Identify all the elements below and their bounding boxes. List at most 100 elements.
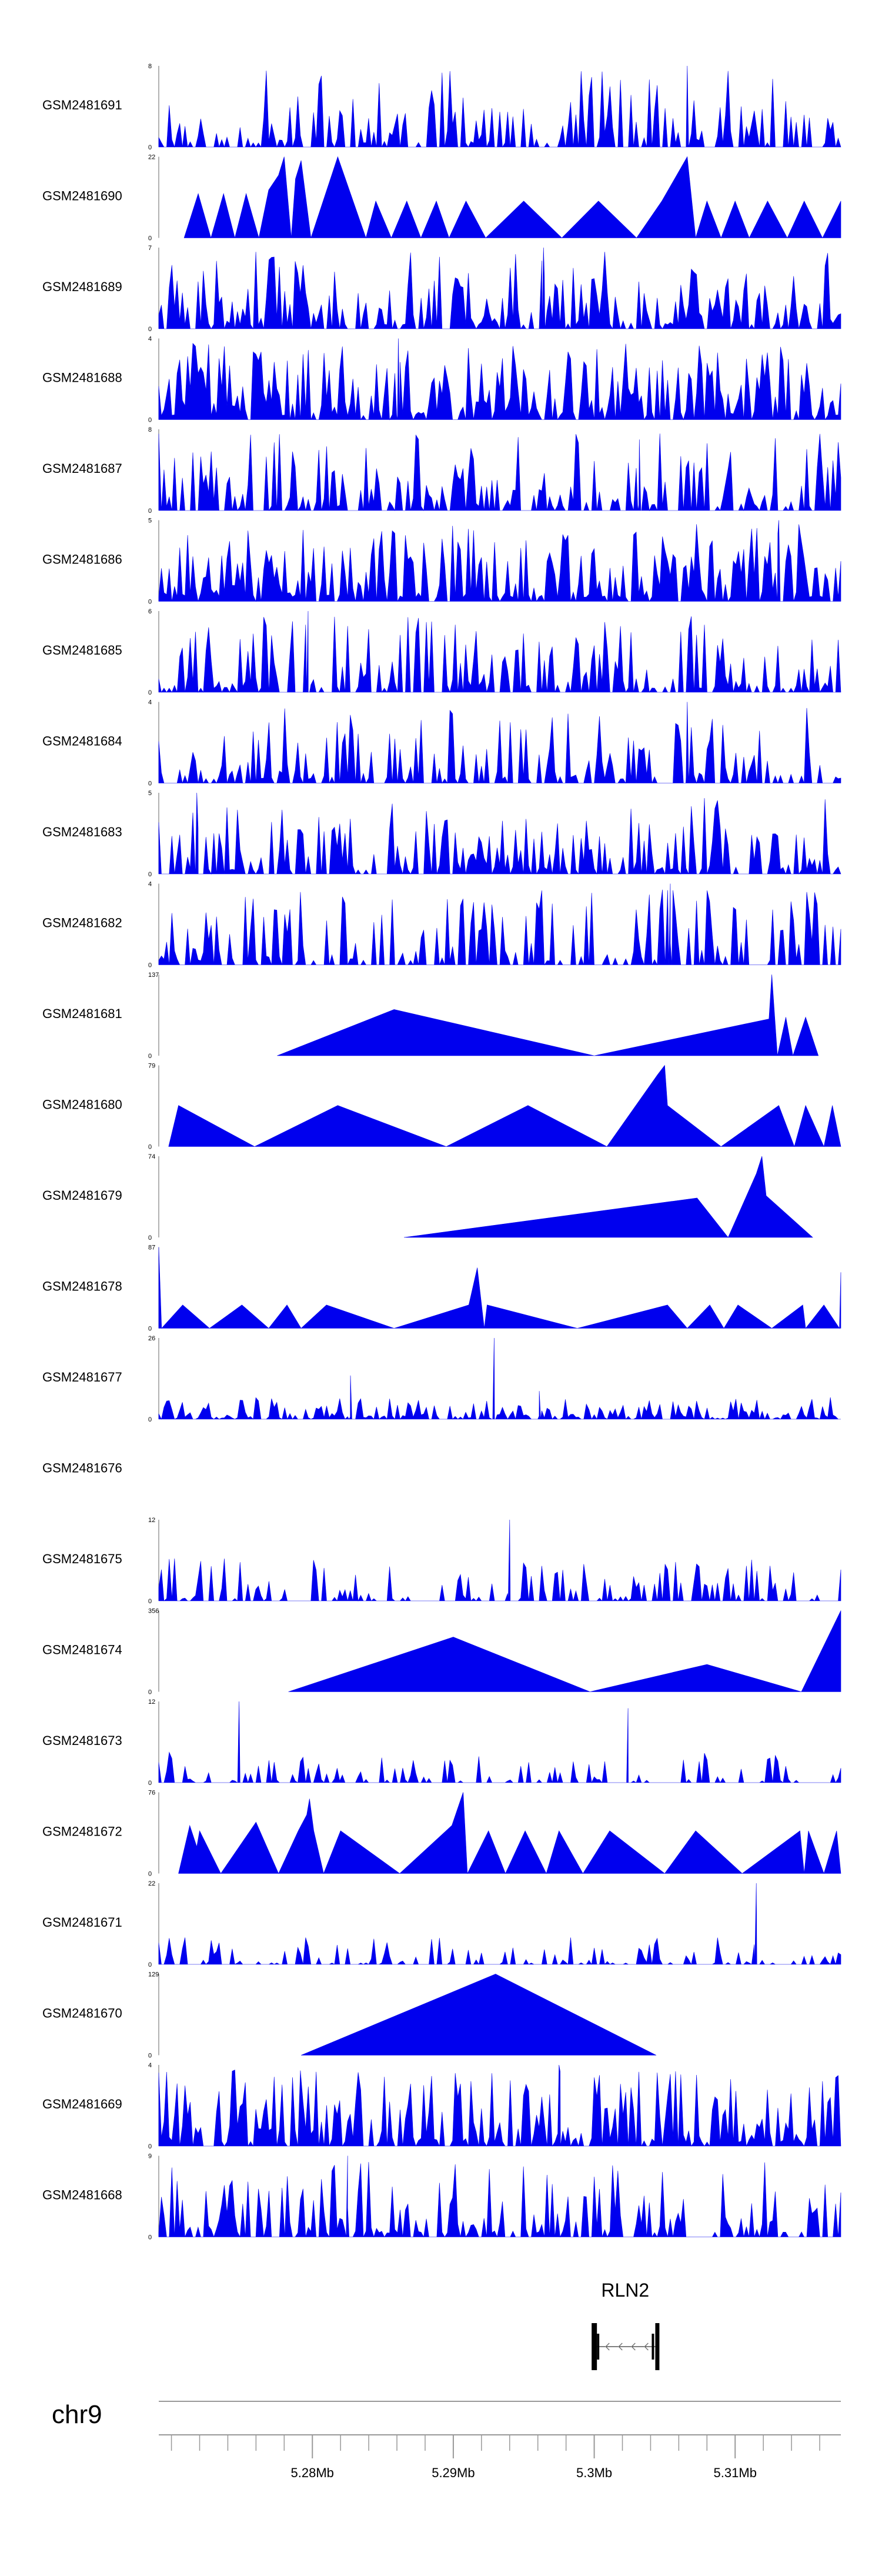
track-label: GSM2481674 [42, 1643, 122, 1657]
track-area [158, 433, 841, 512]
track-ymax-label: 26 [148, 1335, 155, 1342]
track-ymax-label: 6 [148, 608, 152, 615]
genome-axis: chr9 5.28Mb 5.29Mb 5.3Mb 5.31Mb [52, 2400, 841, 2480]
track-area [158, 520, 841, 602]
gene-track: RLN2 [592, 2280, 660, 2370]
track-label: GSM2481679 [42, 1188, 122, 1203]
track-area [158, 65, 841, 148]
track-ymax-label: 9 [148, 2153, 152, 2160]
track-area [158, 2155, 841, 2238]
track-area [158, 792, 841, 875]
track-label: GSM2481672 [42, 1824, 122, 1839]
track-GSM2481675: GSM2481675 12 0 [42, 1517, 841, 1605]
track-label: GSM2481670 [42, 2006, 122, 2021]
strand-arrow [605, 2343, 610, 2351]
track-area [158, 2064, 841, 2147]
track-ymax-label: 12 [148, 1699, 155, 1706]
track-label: GSM2481684 [42, 734, 122, 749]
track-area [168, 1065, 841, 1147]
track-label: GSM2481682 [42, 916, 122, 930]
track-ymin-label: 0 [148, 2234, 152, 2241]
track-ymin-label: 0 [148, 508, 152, 515]
track-ymin-label: 0 [148, 1326, 152, 1333]
gene-utr [597, 2334, 600, 2360]
chromosome-label: chr9 [52, 2400, 102, 2429]
axis-tick-label: 5.29Mb [432, 2465, 475, 2480]
track-GSM2481687: GSM2481687 8 0 [42, 426, 841, 515]
track-GSM2481682: GSM2481682 4 0 [42, 881, 841, 969]
track-ymin-label: 0 [148, 144, 152, 151]
track-label: GSM2481681 [42, 1006, 122, 1021]
track-ymax-label: 356 [148, 1608, 159, 1615]
track-GSM2481689: GSM2481689 7 0 [42, 245, 841, 333]
track-label: GSM2481680 [42, 1097, 122, 1112]
track-GSM2481691: GSM2481691 8 0 [42, 63, 841, 151]
track-ymax-label: 8 [148, 63, 152, 70]
track-ymin-label: 0 [148, 326, 152, 333]
track-ymax-label: 4 [148, 336, 152, 343]
track-ymin-label: 0 [148, 1053, 152, 1060]
gene-model [592, 2323, 660, 2370]
track-GSM2481677: GSM2481677 26 0 [42, 1335, 841, 1423]
track-label: GSM2481673 [42, 1733, 122, 1748]
track-label: GSM2481687 [42, 461, 122, 476]
track-label: GSM2481676 [42, 1461, 122, 1476]
track-area [158, 1337, 841, 1420]
track-GSM2481685: GSM2481685 6 0 [42, 608, 841, 696]
track-area [158, 1519, 841, 1602]
strand-arrow [644, 2343, 649, 2351]
track-GSM2481681: GSM2481681 137 0 [42, 972, 819, 1060]
gene-utr [652, 2334, 654, 2360]
track-ymin-label: 0 [148, 1416, 152, 1423]
track-GSM2481688: GSM2481688 4 0 [42, 336, 841, 424]
track-ymin-label: 0 [148, 1871, 152, 1878]
track-ymin-label: 0 [148, 1144, 152, 1151]
track-ymin-label: 0 [148, 417, 152, 424]
track-label: GSM2481689 [42, 279, 122, 294]
track-label: GSM2481690 [42, 189, 122, 203]
gene-exon [592, 2323, 597, 2370]
track-label: GSM2481668 [42, 2188, 122, 2203]
track-area [403, 1156, 813, 1238]
track-label: GSM2481683 [42, 825, 122, 839]
track-ymax-label: 5 [148, 518, 152, 525]
strand-arrow [631, 2343, 636, 2351]
track-label: GSM2481688 [42, 371, 122, 385]
track-ymax-label: 5 [148, 790, 152, 797]
track-ymin-label: 0 [148, 689, 152, 696]
axis-tick-label: 5.3Mb [576, 2465, 612, 2480]
track-area [277, 974, 819, 1056]
track-area [158, 883, 841, 966]
track-GSM2481678: GSM2481678 87 0 [42, 1244, 841, 1333]
track-ymax-label: 4 [148, 699, 152, 706]
track-ymin-label: 0 [148, 780, 152, 788]
track-area [183, 156, 841, 239]
track-label: GSM2481678 [42, 1279, 122, 1294]
track-GSM2481671: GSM2481671 22 0 [42, 1880, 841, 1968]
track-ymin-label: 0 [148, 962, 152, 969]
track-area [158, 1247, 841, 1329]
track-GSM2481686: GSM2481686 5 0 [42, 518, 841, 606]
track-ymin-label: 0 [148, 1961, 152, 1968]
track-ymax-label: 12 [148, 1517, 155, 1524]
track-GSM2481683: GSM2481683 5 0 [42, 790, 841, 878]
track-ymin-label: 0 [148, 1234, 152, 1242]
track-ymax-label: 8 [148, 426, 152, 433]
track-ymax-label: 22 [148, 1880, 155, 1887]
track-GSM2481684: GSM2481684 4 0 [42, 699, 841, 788]
track-GSM2481680: GSM2481680 79 0 [42, 1063, 841, 1151]
axis-tick-label: 5.28Mb [291, 2465, 334, 2480]
data-tracks: GSM248169180GSM2481690220GSM248168970GSM… [42, 63, 841, 2241]
track-ymax-label: 7 [148, 245, 152, 252]
track-ymax-label: 22 [148, 154, 155, 161]
track-GSM2481672: GSM2481672 76 0 [42, 1790, 841, 1878]
track-ymin-label: 0 [148, 235, 152, 242]
track-ymin-label: 0 [148, 1689, 152, 1696]
track-ymax-label: 129 [148, 1971, 159, 1978]
track-ymin-label: 0 [148, 871, 152, 878]
track-area [300, 1974, 657, 2056]
track-ymin-label: 0 [148, 1598, 152, 1605]
track-ymax-label: 74 [148, 1153, 155, 1160]
track-label: GSM2481671 [42, 1915, 122, 1930]
track-label: GSM2481675 [42, 1551, 122, 1566]
